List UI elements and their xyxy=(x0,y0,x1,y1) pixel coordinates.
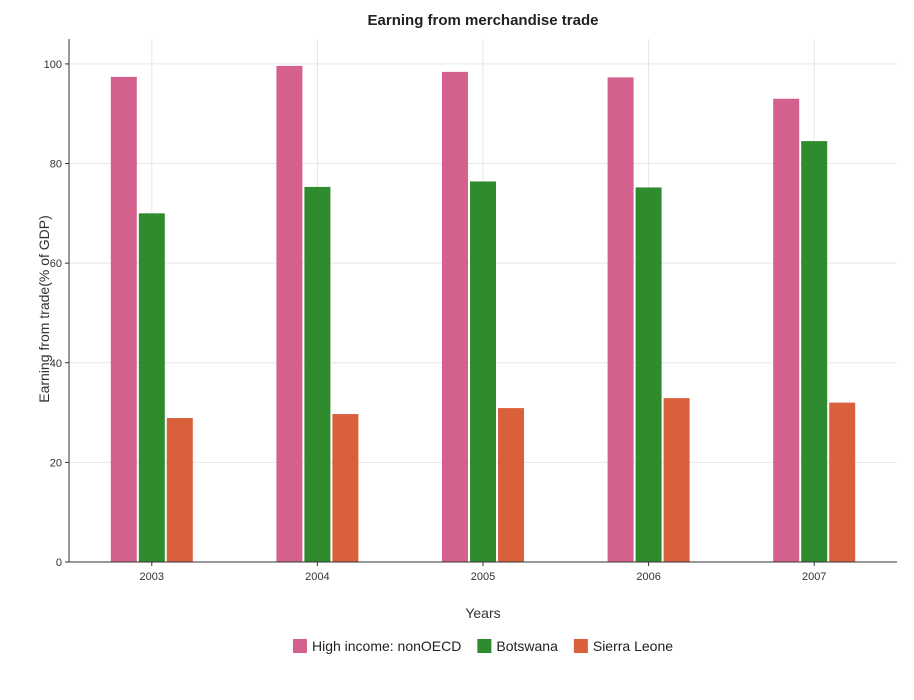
y-tick-label: 80 xyxy=(50,159,62,171)
legend-swatch-botswana xyxy=(477,639,492,653)
bar-botswana-2003 xyxy=(138,213,165,563)
bar-sierra-leone-2006 xyxy=(663,398,690,562)
bar-botswana-2006 xyxy=(635,187,662,563)
x-tick-label: 2006 xyxy=(636,571,660,583)
bar-sierra-leone-2004 xyxy=(332,414,359,562)
y-tick-label: 40 xyxy=(50,358,62,370)
bar-sierra-leone-2007 xyxy=(829,402,856,562)
bar-high-income-nonoecd-2003 xyxy=(110,76,137,563)
chart-title: Earning from merchandise trade xyxy=(368,12,599,29)
bar-high-income-nonoecd-2005 xyxy=(442,71,468,563)
bar-high-income-nonoecd-2004 xyxy=(276,65,303,562)
bar-botswana-2005 xyxy=(470,181,496,562)
bar-botswana-2004 xyxy=(304,186,331,563)
x-tick-label: 2004 xyxy=(305,571,329,583)
legend-label-sierra-leone: Sierra Leone xyxy=(593,638,673,654)
x-tick-label: 2005 xyxy=(471,571,495,583)
x-tick-label: 2007 xyxy=(802,571,826,583)
legend-label-botswana: Botswana xyxy=(496,638,558,654)
x-tick-label: 2003 xyxy=(140,571,164,583)
legend: High income: nonOECD Botswana Sierra Leone xyxy=(292,638,673,654)
y-tick-label: 20 xyxy=(50,457,62,469)
legend-swatch-sierra-leone xyxy=(573,639,588,653)
bar-botswana-2007 xyxy=(801,141,828,562)
y-tick-label: 100 xyxy=(44,59,62,71)
axes: 0 20 40 60 80 100 2003 2004 2005 2006 2007 xyxy=(44,39,897,583)
bar-high-income-nonoecd-2007 xyxy=(773,98,800,563)
legend-swatch-high-income-nonoecd xyxy=(292,639,307,653)
y-tick-label: 0 xyxy=(56,557,62,569)
bars xyxy=(110,65,856,563)
bar-sierra-leone-2003 xyxy=(166,418,193,562)
bar-high-income-nonoecd-2006 xyxy=(607,77,634,562)
legend-label-high-income-nonoecd: High income: nonOECD xyxy=(312,638,461,654)
y-axis-label: Earning from trade(% of GDP) xyxy=(36,215,52,403)
x-axis-label: Years xyxy=(465,605,500,621)
y-tick-label: 60 xyxy=(50,258,62,270)
bar-sierra-leone-2005 xyxy=(498,408,524,562)
